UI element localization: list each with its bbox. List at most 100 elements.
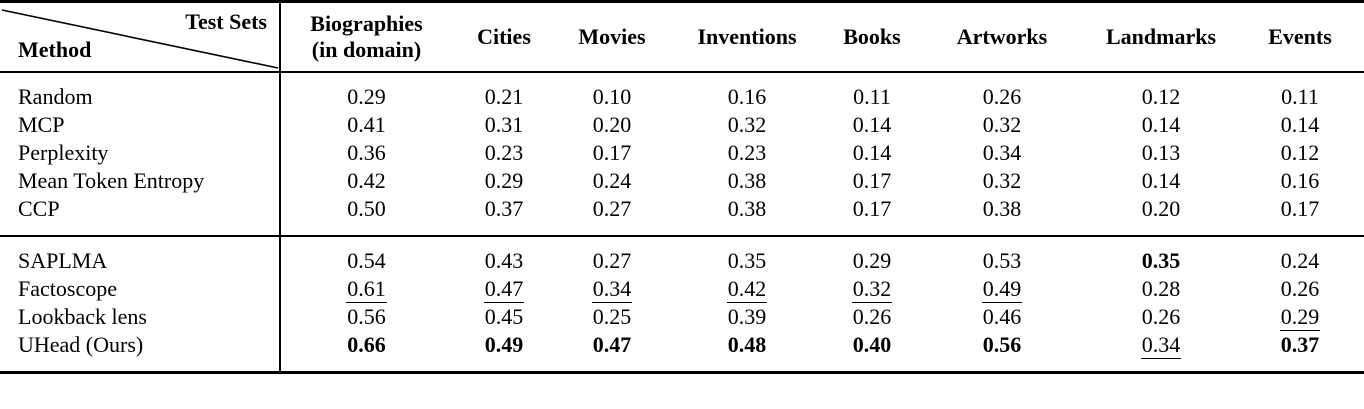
score-cell: 0.41	[280, 111, 452, 139]
score-cell: 0.16	[1236, 167, 1364, 195]
score-cell: 0.26	[1236, 275, 1364, 303]
score-cell: 0.66	[280, 331, 452, 373]
score-cell: 0.27	[556, 235, 668, 275]
score-cell: 0.17	[556, 139, 668, 167]
table-row: Lookback lens 0.56 0.45 0.25 0.39 0.26 0.46 0.2…	[0, 303, 1364, 331]
table-row: MCP 0.41 0.31 0.20 0.32 0.14 0.32 0.14 0.14	[0, 111, 1364, 139]
score-value: 0.31	[484, 112, 524, 137]
score-value: 0.56	[347, 304, 386, 329]
score-value: 0.24	[1280, 248, 1320, 273]
results-table: Test Sets Method Biographies (in domain)…	[0, 0, 1364, 374]
score-cell: 0.35	[668, 235, 826, 275]
score-value: 0.42	[347, 168, 386, 193]
column-sublabel: (in domain)	[311, 37, 422, 62]
score-value: 0.27	[592, 248, 632, 273]
score-value: 0.34	[1140, 332, 1182, 359]
column-header-movies: Movies	[556, 1, 668, 73]
score-cell: 0.47	[452, 275, 556, 303]
score-value: 0.12	[1280, 140, 1320, 165]
score-value: 0.14	[852, 140, 892, 165]
score-cell: 0.42	[280, 167, 452, 195]
corner-header-cell: Test Sets Method	[0, 1, 281, 73]
score-value: 0.49	[981, 276, 1023, 303]
score-value: 0.24	[592, 168, 632, 193]
score-value: 0.20	[1141, 196, 1181, 221]
score-cell: 0.32	[826, 275, 918, 303]
score-cell: 0.27	[556, 195, 668, 236]
score-value: 0.17	[1280, 196, 1320, 221]
score-cell: 0.37	[452, 195, 556, 236]
score-cell: 0.14	[1086, 167, 1236, 195]
score-value: 0.45	[484, 304, 524, 329]
score-value: 0.13	[1141, 140, 1181, 165]
score-cell: 0.34	[1086, 331, 1236, 373]
method-name-cell: Perplexity	[0, 139, 281, 167]
score-value: 0.26	[852, 304, 892, 329]
score-cell: 0.31	[452, 111, 556, 139]
score-cell: 0.48	[668, 331, 826, 373]
method-name-cell: SAPLMA	[0, 235, 281, 275]
score-value: 0.42	[726, 276, 768, 303]
method-name-cell: Lookback lens	[0, 303, 281, 331]
score-cell: 0.61	[280, 275, 452, 303]
score-cell: 0.11	[826, 72, 918, 111]
score-cell: 0.34	[918, 139, 1086, 167]
score-value: 0.14	[852, 112, 892, 137]
column-label: Biographies	[310, 11, 423, 36]
score-value: 0.17	[852, 168, 892, 193]
score-cell: 0.26	[1086, 303, 1236, 331]
score-value: 0.66	[347, 332, 386, 357]
table-row: Perplexity 0.36 0.23 0.17 0.23 0.14 0.34 0.13 0.…	[0, 139, 1364, 167]
score-value: 0.29	[347, 84, 386, 109]
score-value: 0.38	[727, 196, 767, 221]
method-name-cell: UHead (Ours)	[0, 331, 281, 373]
column-header-books: Books	[826, 1, 918, 73]
score-value: 0.53	[982, 248, 1022, 273]
score-cell: 0.24	[556, 167, 668, 195]
score-value: 0.43	[484, 248, 524, 273]
score-cell: 0.34	[556, 275, 668, 303]
column-header-artworks: Artworks	[918, 1, 1086, 73]
score-value: 0.14	[1141, 168, 1181, 193]
column-label: Artworks	[956, 24, 1048, 49]
score-value: 0.38	[982, 196, 1022, 221]
table-header: Test Sets Method Biographies (in domain)…	[0, 1, 1364, 73]
score-value: 0.34	[591, 276, 633, 303]
score-value: 0.35	[1141, 248, 1181, 273]
method-name-cell: Factoscope	[0, 275, 281, 303]
score-value: 0.20	[592, 112, 632, 137]
score-value: 0.17	[852, 196, 892, 221]
column-header-inventions: Inventions	[668, 1, 826, 73]
score-cell: 0.38	[668, 167, 826, 195]
trained-methods-group: SAPLMA 0.54 0.43 0.27 0.35 0.29 0.53 0.35 0.24 Fa…	[0, 235, 1364, 373]
score-cell: 0.12	[1086, 72, 1236, 111]
score-value: 0.12	[1141, 84, 1181, 109]
score-value: 0.26	[1280, 276, 1320, 301]
score-cell: 0.10	[556, 72, 668, 111]
score-cell: 0.14	[826, 111, 918, 139]
score-value: 0.27	[592, 196, 632, 221]
score-cell: 0.16	[668, 72, 826, 111]
column-label: Movies	[578, 24, 646, 49]
score-value: 0.10	[592, 84, 632, 109]
table-row: CCP 0.50 0.37 0.27 0.38 0.17 0.38 0.20 0.17	[0, 195, 1364, 236]
score-cell: 0.14	[826, 139, 918, 167]
score-cell: 0.38	[668, 195, 826, 236]
score-value: 0.14	[1280, 112, 1320, 137]
score-cell: 0.53	[918, 235, 1086, 275]
score-value: 0.23	[484, 140, 524, 165]
score-value: 0.25	[592, 304, 632, 329]
score-value: 0.54	[347, 248, 386, 273]
score-cell: 0.42	[668, 275, 826, 303]
baseline-methods-group: Random 0.29 0.21 0.10 0.16 0.11 0.26 0.12 0.11 MC…	[0, 72, 1364, 236]
score-value: 0.26	[982, 84, 1022, 109]
score-cell: 0.29	[826, 235, 918, 275]
score-value: 0.32	[727, 112, 767, 137]
score-cell: 0.46	[918, 303, 1086, 331]
score-value: 0.21	[484, 84, 524, 109]
score-cell: 0.29	[1236, 303, 1364, 331]
score-value: 0.37	[1280, 332, 1320, 357]
score-value: 0.11	[853, 84, 891, 109]
score-value: 0.29	[1279, 304, 1321, 331]
column-label: Cities	[477, 24, 531, 49]
